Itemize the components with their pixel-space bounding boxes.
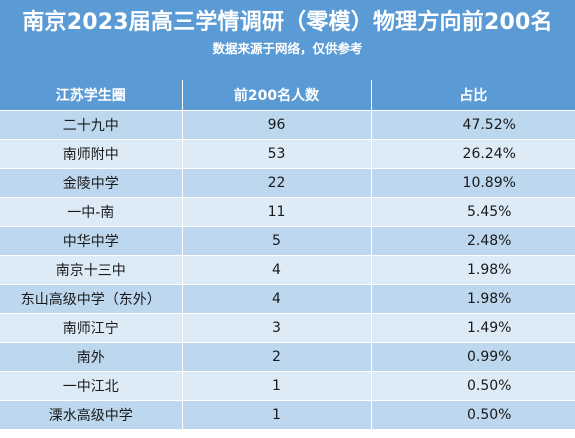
table-row: 一中江北 1 0.50% [0, 371, 575, 401]
cell-count: 11 [181, 197, 371, 227]
table-row: 一中-南 11 5.45% [0, 197, 575, 227]
column-header-school: 江苏学生圈 [0, 80, 182, 111]
cell-count: 3 [181, 313, 371, 343]
cell-ratio: 2.48% [370, 226, 575, 256]
ranking-table: 江苏学生圈 前200名人数 占比 二十九中 96 47.52% 南师附中 53 26.24… [0, 80, 575, 430]
cell-school: 南京十三中 [0, 255, 182, 285]
cell-ratio: 0.99% [370, 342, 575, 372]
cell-count: 22 [181, 168, 371, 198]
cell-count: 1 [181, 400, 371, 430]
cell-school: 二十九中 [0, 110, 182, 140]
column-header-count: 前200名人数 [181, 80, 371, 111]
cell-ratio: 1.98% [370, 284, 575, 314]
cell-school: 溧水高级中学 [0, 400, 182, 430]
cell-school: 南外 [0, 342, 182, 372]
cell-count: 4 [181, 255, 371, 285]
table-row: 南师附中 53 26.24% [0, 139, 575, 169]
cell-school: 中华中学 [0, 226, 182, 256]
page-subtitle: 数据来源于网络，仅供参考 [212, 41, 363, 56]
page-title: 南京2023届高三学情调研（零模）物理方向前200名 [22, 10, 553, 35]
cell-count: 5 [181, 226, 371, 256]
cell-ratio: 0.50% [370, 371, 575, 401]
cell-ratio: 5.45% [370, 197, 575, 227]
cell-count: 4 [181, 284, 371, 314]
table-row: 溧水高级中学 1 0.50% [0, 400, 575, 430]
cell-ratio: 1.49% [370, 313, 575, 343]
cell-count: 2 [181, 342, 371, 372]
table-header-row: 江苏学生圈 前200名人数 占比 [0, 80, 575, 111]
table-row: 金陵中学 22 10.89% [0, 168, 575, 198]
cell-count: 96 [181, 110, 371, 140]
cell-ratio: 10.89% [370, 168, 575, 198]
table-row: 南师江宁 3 1.49% [0, 313, 575, 343]
table-row: 中华中学 5 2.48% [0, 226, 575, 256]
cell-school: 南师江宁 [0, 313, 182, 343]
cell-ratio: 47.52% [370, 110, 575, 140]
table-row: 二十九中 96 47.52% [0, 110, 575, 140]
cell-count: 53 [181, 139, 371, 169]
table-row: 东山高级中学（东外） 4 1.98% [0, 284, 575, 314]
cell-school: 一中-南 [0, 197, 182, 227]
cell-school: 金陵中学 [0, 168, 182, 198]
cell-ratio: 0.50% [370, 400, 575, 430]
cell-school: 东山高级中学（东外） [0, 284, 182, 314]
table-row: 南外 2 0.99% [0, 342, 575, 372]
table-body: 二十九中 96 47.52% 南师附中 53 26.24% 金陵中学 22 10.89% 一中-南… [0, 110, 575, 430]
header-banner: 南京2023届高三学情调研（零模）物理方向前200名 数据来源于网络，仅供参考 [0, 0, 575, 80]
cell-ratio: 26.24% [370, 139, 575, 169]
cell-school: 南师附中 [0, 139, 182, 169]
cell-count: 1 [181, 371, 371, 401]
cell-school: 一中江北 [0, 371, 182, 401]
table-row: 南京十三中 4 1.98% [0, 255, 575, 285]
table-header: 江苏学生圈 前200名人数 占比 [0, 80, 575, 111]
cell-ratio: 1.98% [370, 255, 575, 285]
column-header-ratio: 占比 [370, 80, 575, 111]
